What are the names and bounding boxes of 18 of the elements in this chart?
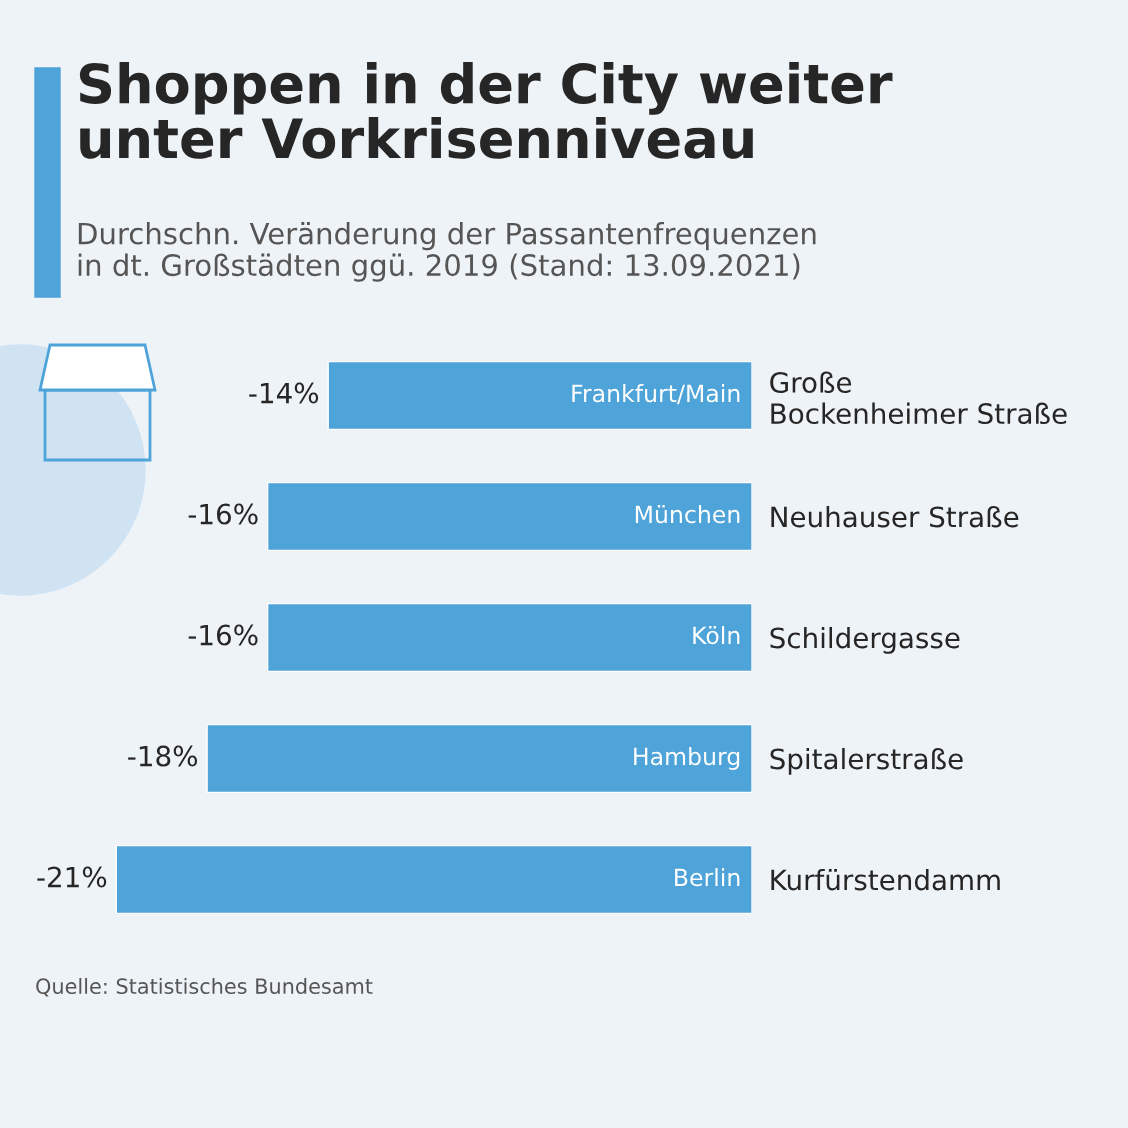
chart-subtitle: Durchschn. Veränderung der Passantenfrequenzen in dt. Großstädten ggü. 2019 (Stand: 13.09.2021) bbox=[78, 222, 816, 282]
annotation: Frankfurt/Main bbox=[572, 384, 740, 405]
annotation: Köln bbox=[693, 626, 740, 645]
y-tick-label: Spitalerstraße bbox=[770, 747, 963, 775]
data-label: -21% bbox=[37, 866, 107, 888]
data-label: -18% bbox=[128, 745, 198, 767]
y-tick-label: Schildergasse bbox=[770, 626, 960, 654]
y-tick-label: Neuhauser Straße bbox=[771, 505, 1019, 528]
data-label: -16% bbox=[188, 503, 258, 525]
chart-title: Shoppen in der City weiter unter Vorkrisenniveau bbox=[79, 62, 893, 159]
y-tick-label: Kurfürstendamm bbox=[771, 868, 1000, 891]
annotation: Berlin bbox=[675, 868, 740, 887]
data-label: -16% bbox=[188, 624, 258, 646]
source-note: Quelle: Statistisches Bundesamt bbox=[36, 977, 373, 997]
data-label: -14% bbox=[249, 382, 319, 404]
annotation: Hamburg bbox=[634, 747, 740, 770]
annotation: München bbox=[635, 505, 740, 524]
y-tick-label: Große Bockenheimer Straße bbox=[770, 371, 1067, 425]
